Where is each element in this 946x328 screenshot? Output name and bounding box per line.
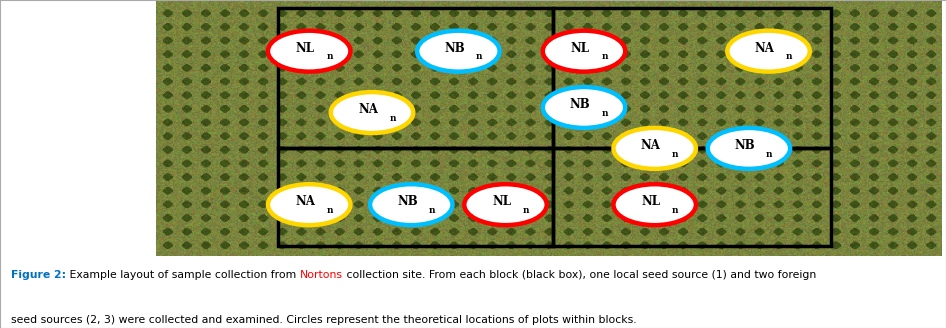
Ellipse shape — [543, 87, 625, 128]
Text: n: n — [326, 52, 333, 61]
Text: NB: NB — [569, 98, 590, 111]
Text: n: n — [601, 52, 607, 61]
Text: n: n — [429, 206, 435, 215]
Ellipse shape — [727, 31, 810, 72]
Text: seed sources (2, 3) were collected and examined. Circles represent the theoretic: seed sources (2, 3) were collected and e… — [11, 315, 637, 325]
Text: NA: NA — [295, 195, 315, 208]
Ellipse shape — [543, 31, 625, 72]
Text: NB: NB — [397, 195, 418, 208]
Bar — [278, 8, 552, 148]
Text: Example layout of sample collection from: Example layout of sample collection from — [66, 270, 300, 280]
Text: n: n — [672, 206, 678, 215]
Text: NL: NL — [492, 195, 511, 208]
Ellipse shape — [370, 184, 452, 225]
Text: n: n — [389, 114, 395, 123]
Text: n: n — [476, 52, 482, 61]
Bar — [552, 8, 832, 148]
Text: collection site. From each block (black box), one local seed source (1) and two : collection site. From each block (black … — [343, 270, 816, 280]
Text: NL: NL — [296, 42, 315, 54]
Ellipse shape — [464, 184, 547, 225]
Ellipse shape — [268, 184, 350, 225]
Text: n: n — [522, 206, 529, 215]
Text: NA: NA — [359, 103, 378, 116]
Text: NL: NL — [570, 42, 589, 54]
Ellipse shape — [331, 92, 413, 133]
Text: n: n — [326, 206, 333, 215]
Text: n: n — [766, 150, 773, 158]
Bar — [552, 148, 832, 246]
Text: NA: NA — [640, 139, 660, 152]
Text: n: n — [786, 52, 792, 61]
Text: Figure 2:: Figure 2: — [11, 270, 66, 280]
Text: NB: NB — [735, 139, 755, 152]
Ellipse shape — [417, 31, 499, 72]
Ellipse shape — [708, 128, 790, 169]
Text: NB: NB — [444, 42, 464, 54]
Text: Nortons: Nortons — [300, 270, 343, 280]
Text: NA: NA — [755, 42, 775, 54]
Ellipse shape — [613, 128, 696, 169]
Ellipse shape — [268, 31, 350, 72]
Text: NL: NL — [641, 195, 660, 208]
Text: n: n — [601, 109, 607, 117]
Ellipse shape — [613, 184, 696, 225]
Bar — [278, 148, 552, 246]
Text: n: n — [672, 150, 678, 158]
